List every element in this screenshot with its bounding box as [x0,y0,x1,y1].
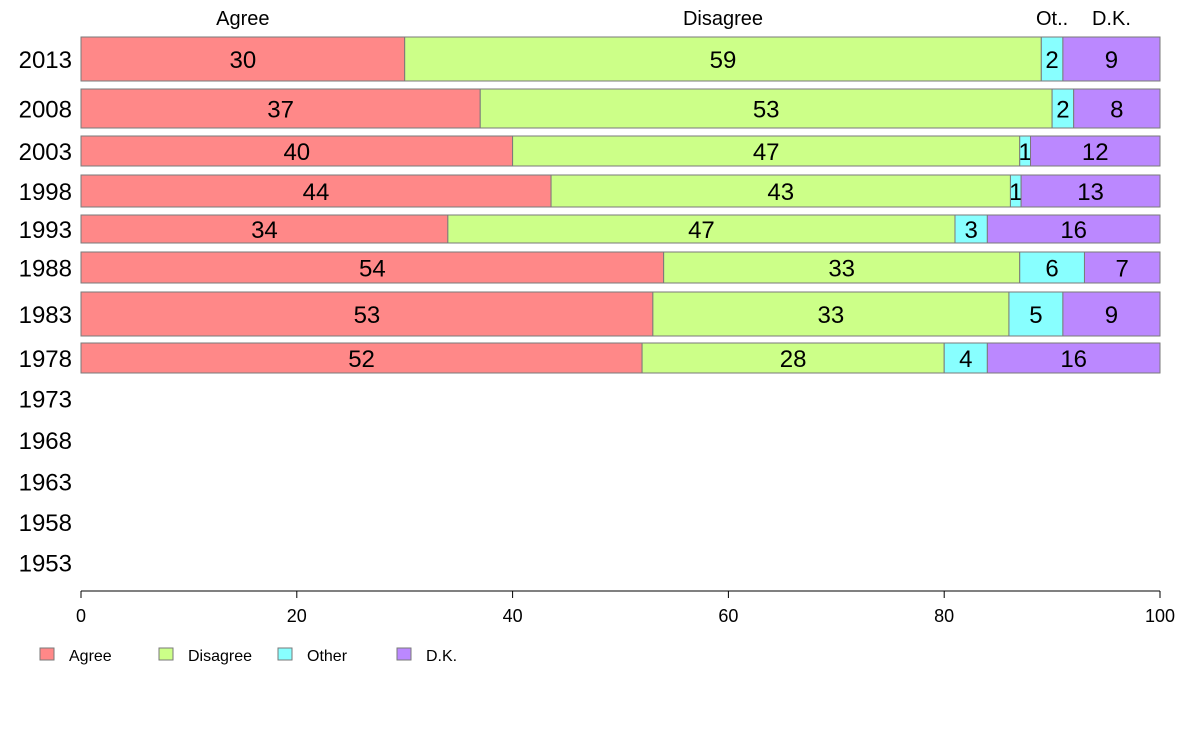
data-label-1988-disagree: 33 [828,256,855,283]
y-label-1998: 1998 [19,179,72,206]
data-label-1983-agree: 53 [354,302,381,329]
y-label-2003: 2003 [19,139,72,166]
bar-2003-agree [80,135,514,167]
data-label-2013-disagree: 59 [710,47,737,74]
data-label-2008-d-k: 8 [1110,97,1123,124]
x-tick-label-80: 80 [934,606,954,626]
bar-2008-disagree [479,88,1053,129]
bar-2013-disagree [404,36,1042,82]
data-label-2003-agree: 40 [283,139,310,166]
y-label-1968: 1968 [19,428,72,455]
data-label-2013-agree: 30 [229,47,256,74]
data-label-1978-d-k: 16 [1060,346,1087,373]
y-axis-labels: 2013 2008 2003 1998 1993 1988 1983 1978 1973 1968… [19,47,72,578]
x-tick-label-0: 0 [76,606,86,626]
data-label-2013-d-k: 9 [1105,47,1118,74]
data-label-1978-disagree: 28 [780,346,807,373]
legend-label-other: Other [307,648,348,665]
data-label-1993-agree: 34 [251,217,278,244]
data-label-1988-agree: 54 [359,256,386,283]
bar-1998-agree [80,174,552,208]
bar-1983-agree [80,291,654,337]
data-label-2003-d-k: 12 [1082,139,1109,166]
y-label-1973: 1973 [19,387,72,414]
legend-swatch-d-k [396,647,412,661]
data-label-1998-agree: 44 [303,179,330,206]
y-label-1953: 1953 [19,551,72,578]
data-label-2008-other: 2 [1056,97,1069,124]
y-label-1963: 1963 [19,470,72,497]
y-label-1993: 1993 [19,217,72,244]
data-label-1978-agree: 52 [348,346,375,373]
bar-1998-disagree [550,174,1011,208]
x-tick-label-100: 100 [1145,606,1175,626]
bar-1988-disagree [663,251,1021,284]
data-label-1998-other: 1 [1009,179,1022,206]
bar-1978-disagree [641,342,945,374]
x-axis: 0 20 40 60 80 100 [76,590,1175,626]
bar-2008-d-k [1073,88,1161,129]
data-label-2013-other: 2 [1045,47,1058,74]
column-header-disagree: Disagree [683,8,763,30]
data-label-1988-other: 6 [1045,256,1058,283]
legend: Agree Disagree Other D.K. [39,647,457,665]
bar-1983-other [1008,291,1064,337]
y-label-2013: 2013 [19,47,72,74]
bar-1988-d-k [1083,251,1161,284]
bar-2003-d-k [1030,135,1161,167]
bar-2013-agree [80,36,406,82]
bar-2013-d-k [1062,36,1161,82]
legend-swatch-agree [39,647,55,661]
bar-1978-agree [80,342,643,374]
data-label-2003-disagree: 47 [753,139,780,166]
x-tick-label-40: 40 [503,606,523,626]
bar-1993-disagree [447,214,956,244]
bar-1993-d-k [986,214,1161,244]
y-label-2008: 2008 [19,97,72,124]
data-label-2003-other: 1 [1018,139,1031,166]
data-label-1993-other: 3 [964,217,977,244]
data-label-1983-other: 5 [1029,302,1042,329]
legend-label-agree: Agree [69,648,112,665]
legend-label-d-k: D.K. [426,648,457,665]
y-label-1983: 1983 [19,302,72,329]
x-tick-label-60: 60 [718,606,738,626]
bar-2003-disagree [512,135,1021,167]
column-header-ot: Ot.. [1036,8,1068,30]
column-headers: Agree Disagree Ot.. D.K. [216,8,1131,30]
y-label-1958: 1958 [19,510,72,537]
data-label-1978-other: 4 [959,346,972,373]
data-label-2008-agree: 37 [267,97,294,124]
data-label-1998-disagree: 43 [767,179,794,206]
column-header-d-k: D.K. [1092,8,1131,30]
data-label-1993-disagree: 47 [688,217,715,244]
y-label-1988: 1988 [19,256,72,283]
legend-swatch-other [277,647,293,661]
column-header-agree: Agree [216,8,269,30]
bar-1978-other [943,342,988,374]
bar-1978-d-k [986,342,1161,374]
data-label-1983-disagree: 33 [818,302,845,329]
data-label-1983-d-k: 9 [1105,302,1118,329]
bar-2008-agree [80,88,481,129]
data-label-2008-disagree: 53 [753,97,780,124]
bar-1988-other [1019,251,1085,284]
bar-1988-agree [80,251,665,284]
bar-1983-d-k [1062,291,1161,337]
y-label-1978: 1978 [19,346,72,373]
legend-swatch-disagree [158,647,174,661]
bar-1998-d-k [1020,174,1161,208]
bar-1983-disagree [652,291,1010,337]
data-label-1993-d-k: 16 [1060,217,1087,244]
x-tick-label-20: 20 [287,606,307,626]
bar-1993-other [954,214,988,244]
data-label-1998-d-k: 13 [1077,179,1104,206]
legend-label-disagree: Disagree [188,648,252,665]
data-label-1988-d-k: 7 [1116,256,1129,283]
